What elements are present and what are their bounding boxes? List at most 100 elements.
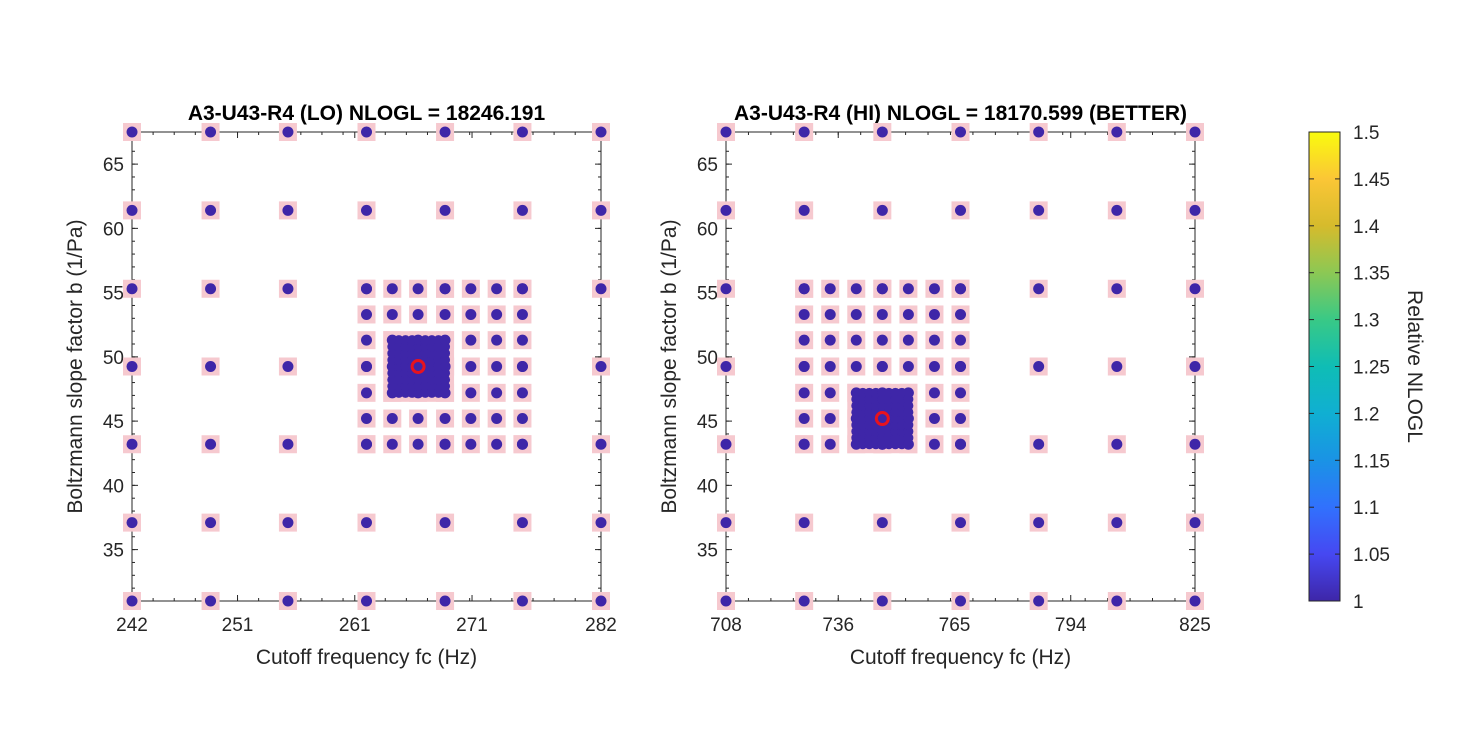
- data-point: [516, 595, 528, 607]
- data-point: [361, 126, 372, 138]
- data-point: [282, 595, 294, 607]
- data-point: [824, 361, 836, 372]
- data-point: [126, 126, 138, 138]
- y-tick-label: 65: [103, 155, 124, 176]
- data-point: [205, 204, 217, 216]
- data-point: [282, 204, 294, 216]
- x-tick-label: 825: [1179, 615, 1211, 636]
- x-tick-label: 794: [1055, 615, 1087, 636]
- data-point: [720, 126, 732, 138]
- data-point: [412, 413, 424, 425]
- y-tick-label: 55: [103, 284, 124, 305]
- data-point: [361, 517, 372, 529]
- y-tick-label: 35: [697, 541, 718, 562]
- data-point: [126, 517, 138, 529]
- data-point: [798, 204, 810, 216]
- data-point: [1111, 126, 1123, 138]
- data-point: [282, 438, 294, 450]
- data-point: [902, 283, 914, 295]
- data-point: [516, 387, 528, 399]
- data-point: [491, 361, 503, 372]
- data-point: [720, 361, 732, 372]
- data-point: [439, 595, 451, 607]
- data-point: [361, 334, 372, 346]
- data-point: [824, 283, 836, 295]
- data-point: [386, 438, 398, 450]
- data-point: [205, 517, 217, 529]
- data-point: [1033, 361, 1045, 372]
- data-point: [361, 595, 372, 607]
- y-axis-label: Boltzmann slope factor b (1/Pa): [658, 219, 681, 513]
- data-point: [516, 361, 528, 372]
- data-point: [798, 283, 810, 295]
- data-point: [876, 204, 888, 216]
- data-point: [876, 595, 888, 607]
- data-point: [1189, 126, 1201, 138]
- data-point: [798, 413, 810, 425]
- data-point: [955, 387, 966, 399]
- panel-2: 708 736 765 794 825 35 40 45 50 55 60 65 A3-U43-R4 (…: [658, 102, 1211, 669]
- data-point: [955, 413, 966, 425]
- colorbar-tick-label: 1.35: [1353, 264, 1390, 285]
- data-point: [955, 595, 966, 607]
- data-point: [928, 283, 940, 295]
- data-point: [955, 517, 966, 529]
- chart-title: A3-U43-R4 (HI) NLOGL = 18170.599 (BETTER…: [734, 102, 1187, 125]
- data-point: [282, 361, 294, 372]
- data-point: [491, 413, 503, 425]
- data-point: [824, 438, 836, 450]
- y-tick-label: 65: [697, 155, 718, 176]
- data-point: [1189, 204, 1201, 216]
- data-point: [1033, 517, 1045, 529]
- data-point: [928, 334, 940, 346]
- data-point: [1111, 283, 1123, 295]
- data-point: [439, 126, 451, 138]
- data-point: [798, 438, 810, 450]
- colorbar-label: Relative NLOGL: [1403, 290, 1426, 443]
- data-point: [491, 334, 503, 346]
- panel-1: 242 251 261 271 282 35 40 45 50 55 60 65 A3-U43-R4 (…: [64, 102, 617, 669]
- data-point: [824, 387, 836, 399]
- data-point: [798, 595, 810, 607]
- y-tick-label: 55: [697, 284, 718, 305]
- colorbar-tick-label: 1.5: [1353, 123, 1379, 144]
- data-point: [928, 308, 940, 320]
- data-points: [126, 126, 607, 607]
- data-point: [412, 283, 424, 295]
- x-tick-label: 708: [710, 615, 742, 636]
- data-point: [928, 438, 940, 450]
- x-tick-label: 765: [939, 615, 971, 636]
- colorbar: 1 1.05 1.1 1.15 1.2 1.25 1.3 1.35 1.4 1.45 1.5 Rela…: [1308, 123, 1426, 613]
- x-tick-label: 251: [222, 615, 254, 636]
- colorbar-tick-label: 1.25: [1353, 358, 1390, 379]
- data-point: [439, 283, 451, 295]
- data-point: [491, 308, 503, 320]
- data-point: [595, 361, 607, 372]
- data-point: [516, 517, 528, 529]
- data-point: [126, 438, 138, 450]
- data-point: [595, 283, 607, 295]
- data-point: [876, 361, 888, 372]
- y-tick-label: 60: [697, 219, 718, 240]
- y-tick-label: 50: [697, 348, 718, 369]
- data-point: [1189, 438, 1201, 450]
- data-point: [595, 204, 607, 216]
- data-point: [824, 334, 836, 346]
- y-tick-label: 35: [103, 541, 124, 562]
- chart-title: A3-U43-R4 (LO) NLOGL = 18246.191: [188, 102, 546, 125]
- colorbar-tick-label: 1: [1353, 592, 1364, 613]
- data-point: [439, 517, 451, 529]
- data-point: [720, 204, 732, 216]
- data-point: [282, 126, 294, 138]
- x-tick-label: 242: [116, 615, 148, 636]
- data-point: [412, 308, 424, 320]
- data-point: [902, 308, 914, 320]
- data-point: [516, 334, 528, 346]
- data-point: [465, 413, 477, 425]
- data-point: [876, 126, 888, 138]
- data-point: [1189, 361, 1201, 372]
- data-point: [902, 361, 914, 372]
- data-point: [516, 283, 528, 295]
- data-point: [798, 387, 810, 399]
